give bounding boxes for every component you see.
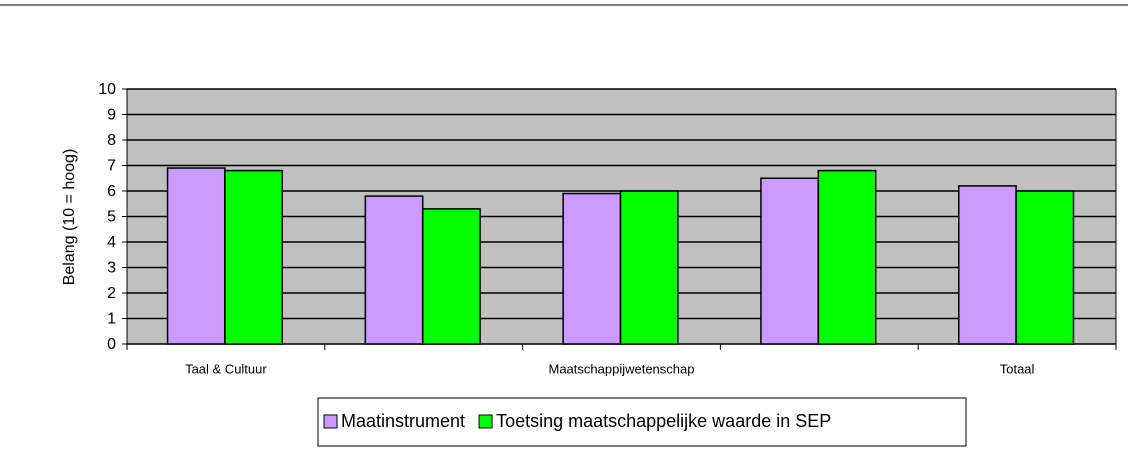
y-axis-label: Belang (10 = hoog) <box>61 149 78 286</box>
y-tick-label: 5 <box>107 209 116 226</box>
y-tick-label: 9 <box>107 107 116 124</box>
legend-box <box>317 397 967 447</box>
bar <box>421 208 481 345</box>
legend-label: Toetsing maatschappelijke waarde in SEP <box>496 411 831 431</box>
y-tick-label: 1 <box>107 311 116 328</box>
bar <box>619 190 679 345</box>
y-tick-label: 2 <box>107 285 116 302</box>
bar <box>1015 190 1075 345</box>
bar <box>957 185 1017 345</box>
bar <box>364 195 424 345</box>
y-tick-label: 7 <box>107 158 116 175</box>
legend-label: Maatinstrument <box>341 411 465 431</box>
y-tick-label: 3 <box>107 260 116 277</box>
x-tick-label: Maatschappijwetenschap <box>549 361 695 376</box>
legend-swatch <box>323 414 338 429</box>
bar <box>562 192 622 345</box>
bar <box>166 167 226 345</box>
y-tick-label: 10 <box>98 81 116 98</box>
y-tick-label: 6 <box>107 183 116 200</box>
x-tick-label: Totaal <box>1000 361 1035 376</box>
bar <box>224 169 284 345</box>
x-tick-label: Taal & Cultuur <box>185 361 267 376</box>
bar <box>817 169 877 345</box>
y-tick-label: 4 <box>107 234 116 251</box>
y-tick-label: 0 <box>107 336 116 353</box>
y-tick-label: 8 <box>107 132 116 149</box>
legend-swatch <box>478 414 493 429</box>
bar <box>760 177 820 345</box>
